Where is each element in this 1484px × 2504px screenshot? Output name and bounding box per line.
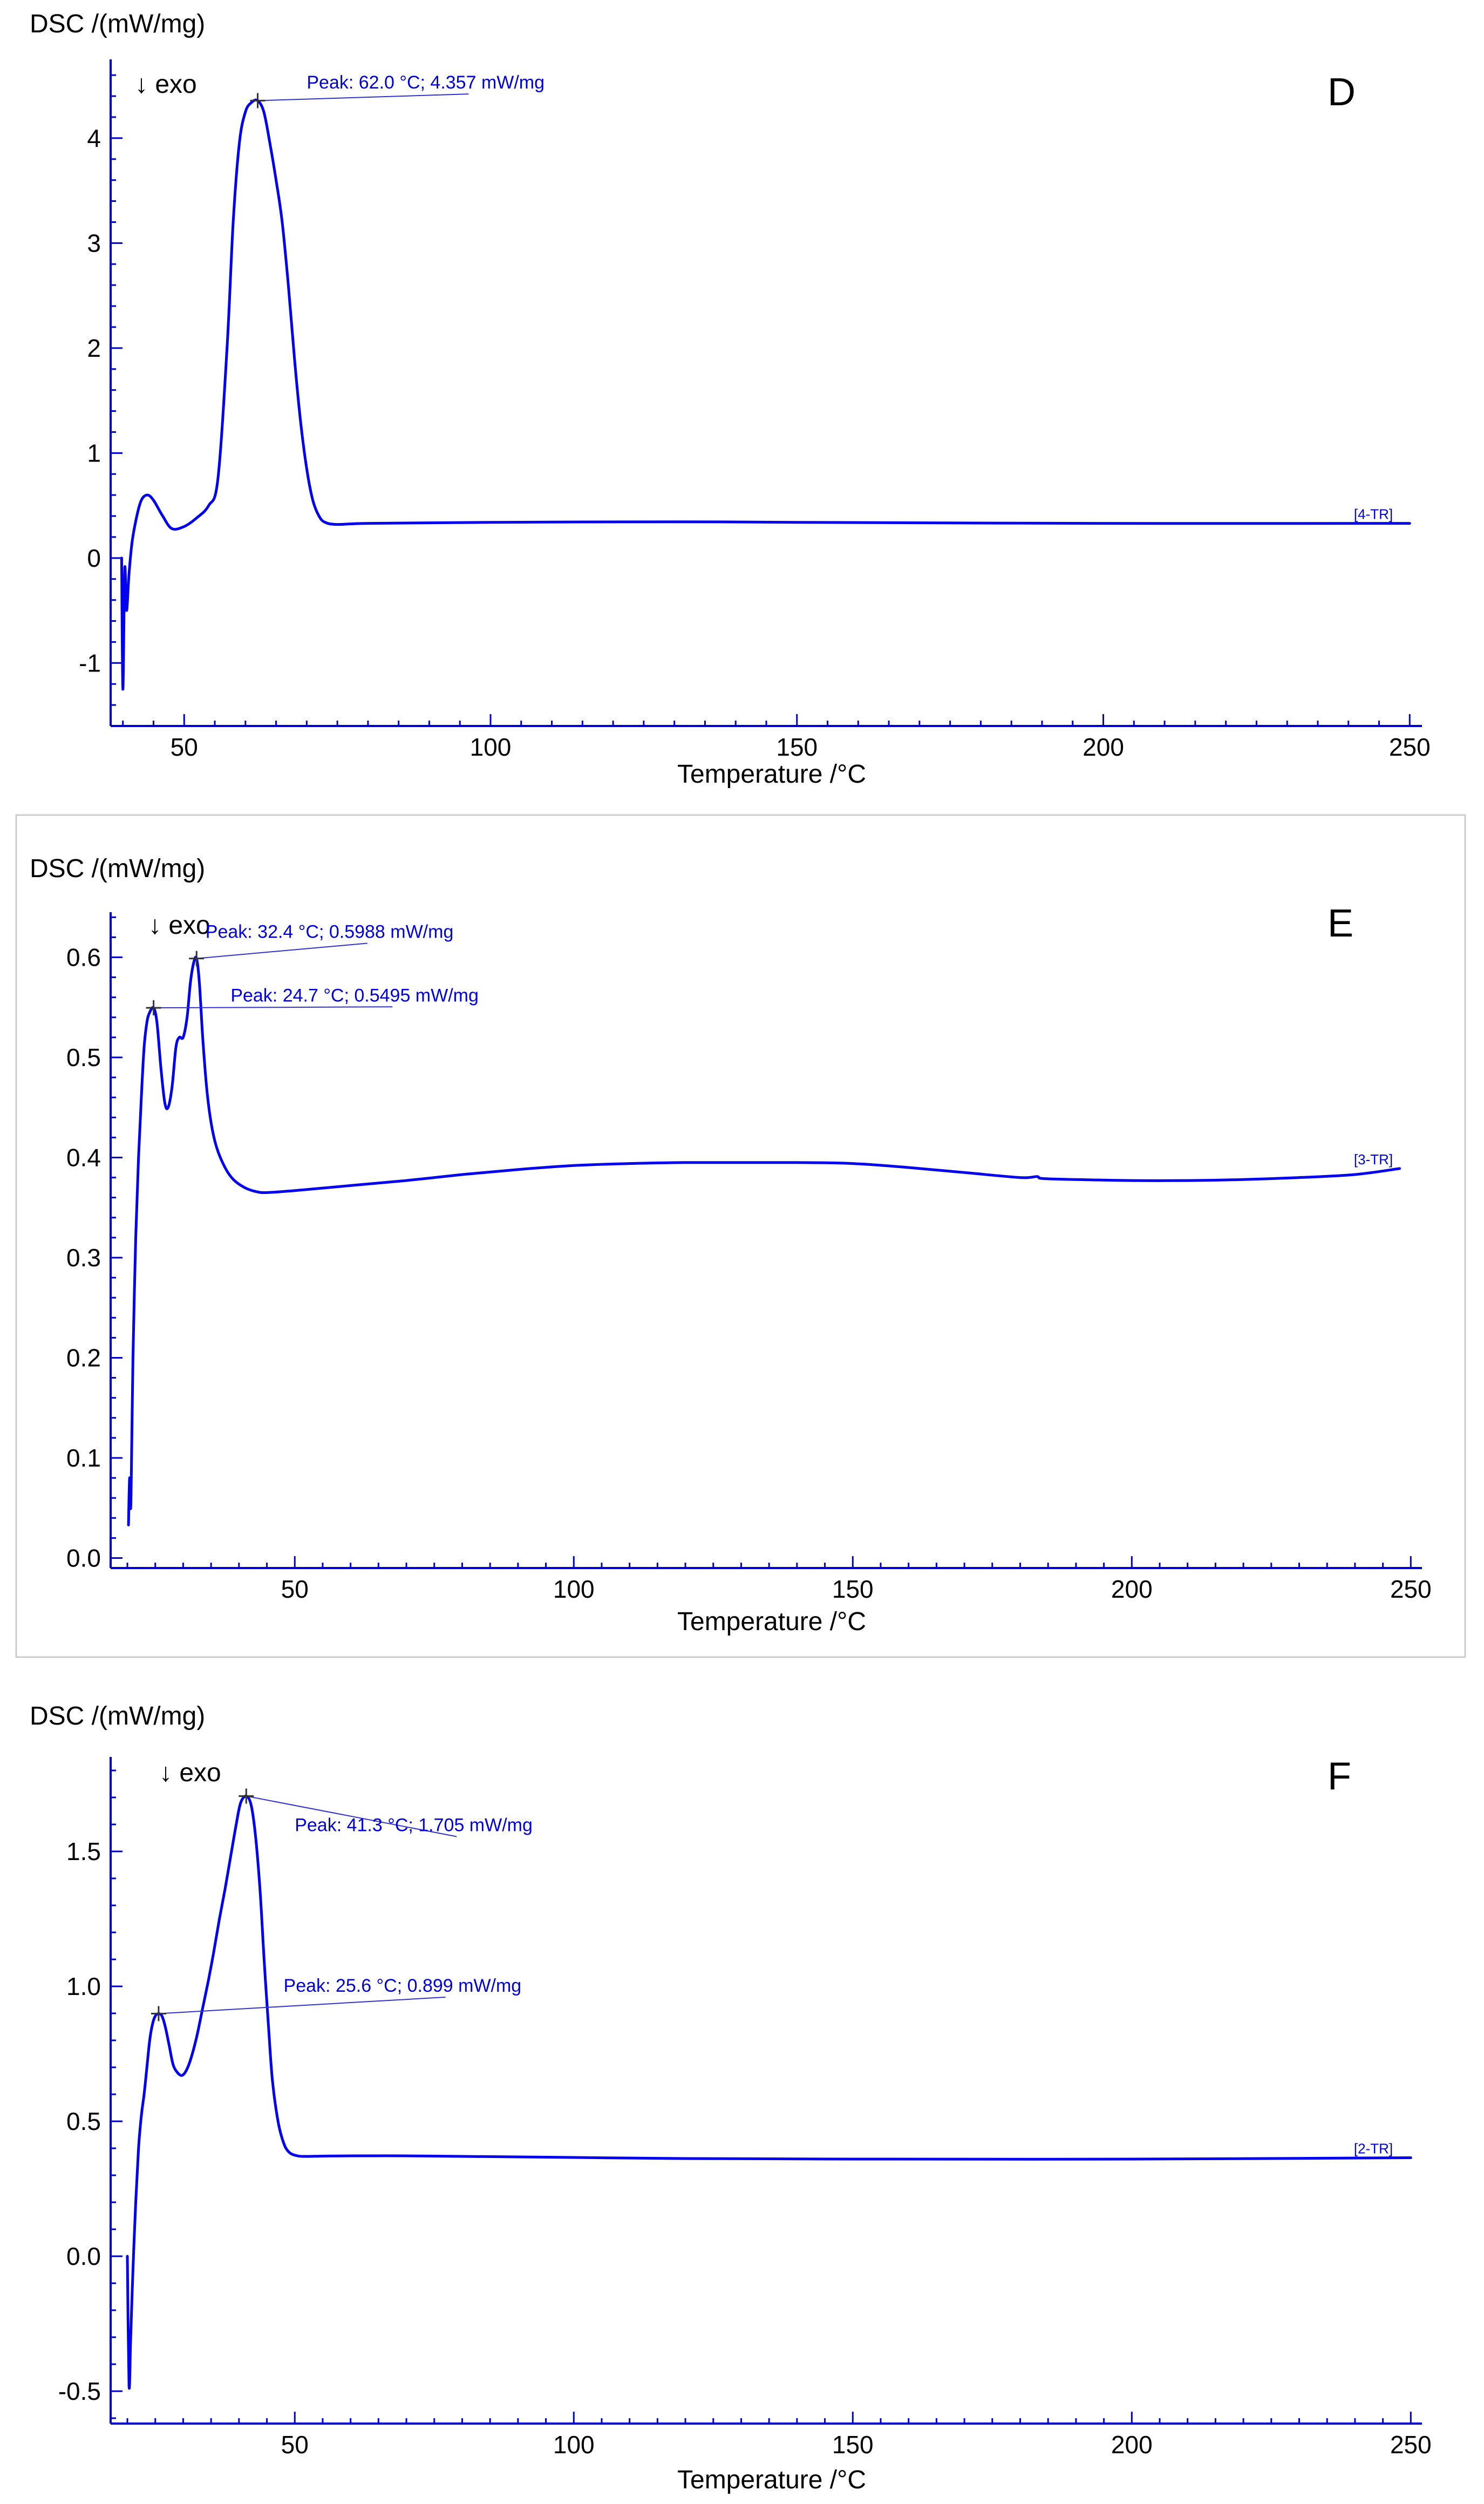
y-tick-label: 0.3	[66, 1244, 101, 1272]
panel-frame	[15, 814, 1466, 1658]
x-axis-title: Temperature /°C	[677, 760, 866, 789]
y-tick-label: 1	[87, 439, 101, 467]
panel-letter: F	[1328, 1755, 1351, 1798]
panel-letter: E	[1328, 902, 1353, 945]
peak-leader-line	[158, 1997, 446, 2014]
x-axis-title: Temperature /°C	[677, 2466, 866, 2494]
y-axis-title: DSC /(mW/mg)	[30, 1702, 205, 1731]
curve-end-label: [2-TR]	[1354, 2141, 1393, 2157]
x-tick-label: 50	[281, 1575, 309, 1603]
series-line-4-TR	[120, 98, 1411, 691]
y-tick-label: 0.6	[66, 943, 101, 971]
exo-direction-label: ↓ exo	[159, 1759, 221, 1787]
exo-direction-label: ↓ exo	[135, 70, 197, 99]
y-tick-label: 3	[87, 229, 101, 257]
x-tick-label: 200	[1111, 1575, 1153, 1603]
peak-annotation: Peak: 41.3 °C; 1.705 mW/mg	[295, 1815, 533, 1836]
y-tick-label: 1.0	[66, 1972, 101, 2000]
peak-leader-line	[246, 1795, 457, 1837]
x-tick-label: 200	[1083, 733, 1124, 761]
curve-end-label: [4-TR]	[1354, 506, 1393, 522]
y-tick-label: 0.2	[66, 1343, 101, 1372]
peak-leader-line	[153, 1006, 393, 1009]
peak-leader-line	[196, 942, 367, 959]
y-tick-label: 0.5	[66, 1043, 101, 1071]
series-line-2-TR	[126, 1794, 1412, 2390]
peak-annotation: Peak: 25.6 °C; 0.899 mW/mg	[284, 1976, 522, 1996]
y-tick-label: -0.5	[58, 2377, 101, 2405]
x-axis-title: Temperature /°C	[677, 1607, 866, 1636]
x-tick-label: 50	[281, 2431, 309, 2459]
y-tick-label: 4	[87, 124, 101, 152]
x-tick-label: 200	[1111, 2431, 1153, 2459]
x-tick-label: 100	[553, 2431, 595, 2459]
peak-annotation: Peak: 24.7 °C; 0.5495 mW/mg	[230, 985, 479, 1006]
y-tick-label: 2	[87, 334, 101, 362]
x-tick-label: 50	[171, 733, 198, 761]
x-tick-label: 100	[553, 1575, 595, 1603]
exo-direction-label: ↓ exo	[148, 911, 210, 940]
chart-panel-f: -0.5 0.0 0.5 1.0 1.5 50 100 150 200 250 DSC /(mW/m…	[30, 1702, 1432, 2494]
x-tick-label: 150	[776, 733, 818, 761]
y-tick-label: 0.5	[66, 2107, 101, 2135]
y-tick-label: 0.4	[66, 1143, 101, 1171]
x-tick-label: 250	[1390, 2431, 1432, 2459]
x-tick-label: 150	[832, 1575, 874, 1603]
y-axis-title: DSC /(mW/mg)	[30, 854, 205, 883]
y-axis-title: DSC /(mW/mg)	[30, 10, 205, 38]
peak-annotation: Peak: 32.4 °C; 0.5988 mW/mg	[206, 922, 454, 942]
y-tick-label: 0	[87, 544, 101, 572]
x-tick-label: 250	[1389, 733, 1431, 761]
chart-panel-e: 0.0 0.1 0.2 0.3 0.4 0.5 0.6 50 100 150 200 250 DSC /…	[15, 814, 1466, 1658]
y-tick-label: 0.0	[66, 2242, 101, 2270]
peak-annotation: Peak: 62.0 °C; 4.357 mW/mg	[307, 72, 544, 93]
y-tick-label: -1	[79, 649, 101, 677]
x-tick-label: 100	[470, 733, 512, 761]
series-line-3-TR	[127, 955, 1401, 1526]
y-tick-label: 0.0	[66, 1544, 101, 1572]
x-tick-label: 250	[1390, 1575, 1432, 1603]
curve-end-label: [3-TR]	[1354, 1151, 1393, 1168]
panel-letter: D	[1328, 71, 1356, 114]
chart-panel-d: -1 0 1 2 3 4 50 100 150 200 250 DSC /(mW/mg) Tempera…	[30, 10, 1431, 789]
y-tick-label: 0.1	[66, 1444, 101, 1472]
x-tick-label: 150	[832, 2431, 874, 2459]
peak-leader-line	[257, 93, 469, 101]
y-tick-label: 1.5	[66, 1837, 101, 1865]
